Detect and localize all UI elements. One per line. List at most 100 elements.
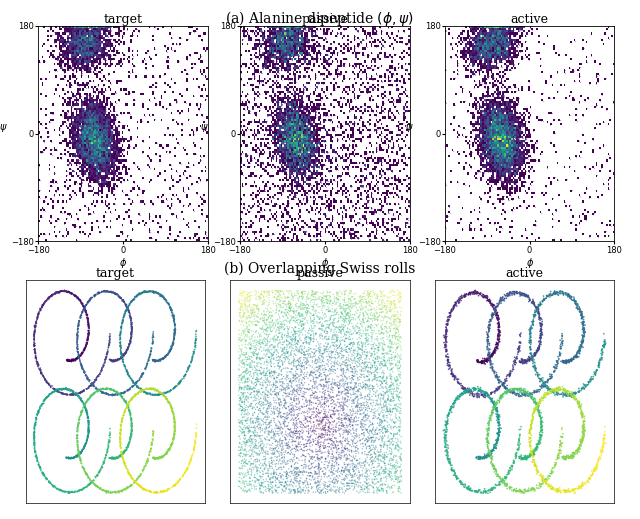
Point xyxy=(151,386,161,394)
Point xyxy=(99,389,109,398)
Point xyxy=(119,108,129,117)
Point xyxy=(371,401,381,409)
Point xyxy=(547,386,557,394)
Point xyxy=(492,154,502,162)
Point xyxy=(294,165,304,173)
Point xyxy=(283,139,293,147)
Point xyxy=(92,130,102,139)
Point xyxy=(86,35,97,43)
Point xyxy=(246,333,257,341)
Point xyxy=(502,116,512,124)
Point xyxy=(301,30,311,38)
Point xyxy=(83,149,93,158)
Point xyxy=(497,160,507,169)
Point xyxy=(490,156,500,165)
Point xyxy=(268,48,278,57)
Point xyxy=(465,58,476,66)
Point xyxy=(127,383,137,391)
Point xyxy=(492,436,502,445)
Point xyxy=(236,371,246,379)
Point xyxy=(354,379,364,388)
Point xyxy=(97,144,107,153)
Point xyxy=(364,293,374,301)
Point xyxy=(495,145,506,154)
Point xyxy=(549,367,559,375)
Point xyxy=(138,138,148,146)
Point xyxy=(106,133,116,142)
Point xyxy=(525,426,535,434)
Point xyxy=(508,357,518,365)
Point xyxy=(173,477,183,486)
Point xyxy=(289,475,300,483)
Point xyxy=(381,388,391,397)
Point xyxy=(492,167,502,175)
Point xyxy=(289,99,299,107)
Point xyxy=(261,326,271,335)
Point xyxy=(301,359,312,367)
Point xyxy=(388,461,398,470)
Point xyxy=(278,210,288,218)
Point xyxy=(508,158,518,167)
Point xyxy=(287,108,297,117)
Point xyxy=(294,119,304,127)
Point xyxy=(337,164,348,172)
Point xyxy=(354,135,364,143)
Point xyxy=(290,290,300,298)
Point xyxy=(90,88,100,97)
Point xyxy=(164,300,174,308)
Point xyxy=(504,162,514,170)
Point xyxy=(301,364,312,372)
Point xyxy=(76,130,86,138)
Point xyxy=(92,135,102,144)
Point xyxy=(291,146,301,155)
Point xyxy=(101,389,111,398)
Point xyxy=(88,155,98,163)
Point xyxy=(380,450,390,459)
Point xyxy=(63,357,74,365)
Point xyxy=(488,101,499,110)
Point xyxy=(509,155,519,163)
Point xyxy=(184,362,195,370)
Point xyxy=(72,434,82,443)
Point xyxy=(485,173,495,181)
Point xyxy=(285,128,295,136)
Point xyxy=(506,59,516,67)
Point xyxy=(85,475,95,484)
Point xyxy=(491,127,501,135)
Point xyxy=(326,89,336,97)
Point xyxy=(494,155,504,163)
Point xyxy=(294,128,304,136)
Point xyxy=(241,459,251,467)
Point xyxy=(252,198,262,206)
Point xyxy=(392,430,403,438)
Point xyxy=(332,337,342,346)
Point xyxy=(149,288,159,296)
Point xyxy=(88,177,98,185)
Point xyxy=(284,143,294,152)
Point xyxy=(481,47,492,55)
Point xyxy=(276,294,287,302)
Point xyxy=(85,381,95,390)
Point xyxy=(122,484,132,492)
Point xyxy=(63,46,74,54)
Point xyxy=(493,436,503,444)
Point xyxy=(335,436,346,445)
Point xyxy=(298,130,308,138)
Point xyxy=(238,358,248,366)
Point xyxy=(319,413,330,421)
Point xyxy=(317,431,327,440)
Point xyxy=(513,346,524,354)
Point xyxy=(33,361,43,370)
Point xyxy=(396,453,406,461)
Point xyxy=(484,125,495,133)
Point xyxy=(504,99,514,107)
Point xyxy=(442,321,452,329)
Point xyxy=(63,60,73,69)
Point xyxy=(307,473,317,482)
Point xyxy=(303,425,314,433)
Point xyxy=(324,486,334,494)
Point xyxy=(292,95,303,104)
Point xyxy=(532,370,543,378)
Point xyxy=(467,118,477,127)
Point xyxy=(338,323,348,332)
